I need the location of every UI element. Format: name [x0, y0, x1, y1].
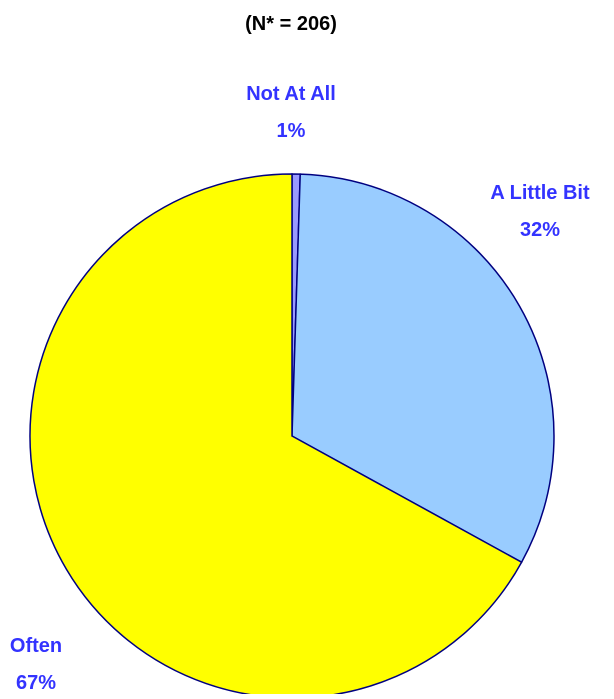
slice-label-not-at-all: Not At All: [246, 83, 336, 105]
chart-title: (N* = 206): [245, 13, 337, 35]
pie-slice-a-little-bit: [291, 173, 555, 564]
pie-slice-often: [29, 173, 523, 699]
slice-value-a-little-bit: 32%: [520, 219, 560, 241]
slice-label-a-little-bit: A Little Bit: [490, 182, 590, 204]
slice-value-not-at-all: 1%: [277, 120, 306, 142]
slice-label-often: Often: [10, 635, 62, 657]
slice-value-often: 67%: [16, 672, 56, 694]
pie-labels: Not At All 1% A Little Bit 32% Often 67%: [10, 83, 590, 694]
pie-slices: [29, 173, 555, 699]
